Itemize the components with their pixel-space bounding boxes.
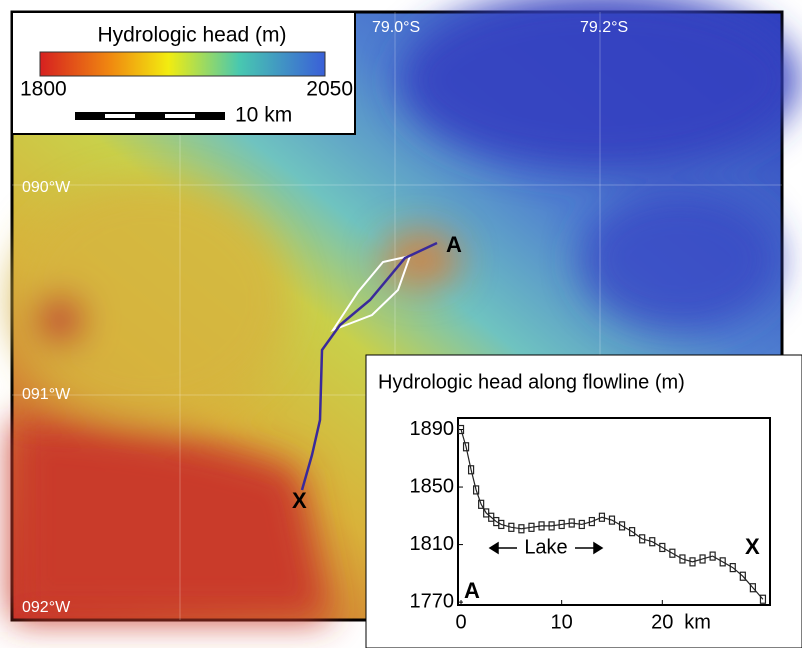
y-tick-label: 1890 (410, 418, 455, 440)
lon-label: 091°W (22, 386, 71, 403)
colorbar-min: 1800 (20, 78, 67, 101)
y-tick-label: 1850 (410, 475, 455, 497)
x-tick-label: 10 (551, 611, 573, 633)
scale-bar (75, 112, 225, 120)
lat-label: 79.2°S (580, 19, 628, 36)
point-label: A (446, 232, 462, 257)
scale-bar-label: 10 km (235, 104, 292, 127)
annotation: Lake (524, 536, 567, 558)
lon-label: 090°W (22, 179, 71, 196)
lon-label: 092°W (22, 599, 71, 616)
inset-title: Hydrologic head along flowline (m) (378, 371, 685, 393)
lat-label: 79.0°S (372, 19, 420, 36)
figure: 79.0°S 79.2°S 090°W 091°W 092°W A X Hydr… (0, 0, 802, 648)
inset-chart: Hydrologic head along flowline (m) 1890 1… (366, 355, 802, 648)
x-axis-label: km (684, 611, 711, 633)
colorbar (40, 52, 325, 76)
legend: Hydrologic head (m) 1800 2050 10 km (12, 12, 355, 134)
y-tick-label: 1770 (410, 590, 455, 612)
y-tick-label: 1810 (410, 533, 455, 555)
colorbar-max: 2050 (306, 78, 353, 101)
x-tick-label: 0 (455, 611, 466, 633)
x-tick-label: 20 (651, 611, 673, 633)
colorbar-title: Hydrologic head (m) (97, 24, 286, 47)
point-label: X (292, 488, 307, 513)
annotation: X (745, 534, 760, 559)
annotation: A (464, 578, 480, 603)
